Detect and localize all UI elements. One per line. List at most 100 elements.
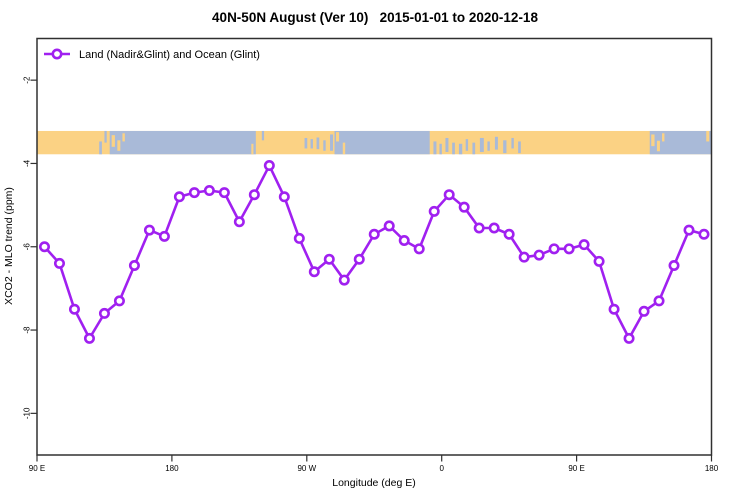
data-point bbox=[308, 266, 320, 278]
map-island bbox=[656, 140, 660, 152]
data-point bbox=[413, 243, 425, 255]
data-point bbox=[293, 232, 305, 244]
map-island bbox=[342, 142, 346, 155]
map-lake bbox=[494, 136, 498, 150]
legend: Land (Nadir&Glint) and Ocean (Glint) bbox=[44, 48, 260, 61]
data-point bbox=[578, 239, 590, 251]
data-point bbox=[653, 295, 665, 307]
data-point bbox=[473, 222, 485, 234]
y-tick-label: -8 bbox=[23, 326, 32, 334]
map-lake bbox=[452, 142, 455, 155]
map-lake bbox=[316, 137, 320, 150]
data-point bbox=[668, 259, 680, 271]
map-island bbox=[706, 130, 710, 142]
data-point bbox=[233, 216, 245, 228]
data-point bbox=[593, 255, 605, 267]
data-point bbox=[263, 160, 275, 172]
y-tick-label: -4 bbox=[23, 159, 32, 167]
map-island bbox=[122, 133, 125, 142]
map-lake bbox=[518, 141, 521, 154]
data-point bbox=[398, 235, 410, 247]
series-line bbox=[43, 164, 706, 340]
map-lake bbox=[503, 140, 507, 154]
map-lake bbox=[472, 142, 476, 155]
map-lake bbox=[323, 140, 326, 151]
map-island bbox=[662, 133, 665, 142]
legend-label: Land (Nadir&Glint) and Ocean (Glint) bbox=[79, 49, 260, 61]
y-axis-label: XCO2 - MLO trend (ppm) bbox=[3, 187, 15, 305]
data-point bbox=[38, 241, 50, 253]
data-point bbox=[383, 220, 395, 232]
map-ocean-segment bbox=[334, 130, 430, 155]
map-lake bbox=[458, 143, 463, 155]
data-point bbox=[428, 205, 440, 217]
x-tick-label: 90 W bbox=[297, 464, 316, 473]
data-point bbox=[683, 224, 695, 236]
data-point bbox=[323, 253, 335, 265]
map-island bbox=[336, 132, 340, 142]
axis-ticks: 90 E 180 90 W 0 90 E 180 -2 -4 -6 -8 -10 bbox=[23, 76, 719, 473]
x-axis-label: Longitude (deg E) bbox=[332, 477, 415, 489]
map-island bbox=[651, 134, 655, 147]
map-island bbox=[117, 140, 121, 151]
plot-frame bbox=[36, 37, 713, 456]
data-point bbox=[443, 189, 455, 201]
map-lake bbox=[479, 137, 484, 152]
data-point bbox=[68, 303, 80, 315]
map-ocean-segment bbox=[109, 130, 256, 155]
map-lake bbox=[439, 143, 442, 155]
data-point bbox=[608, 303, 620, 315]
data-point bbox=[53, 257, 65, 269]
data-point bbox=[113, 295, 125, 307]
map-ocean-segment bbox=[649, 130, 712, 155]
map-lake bbox=[511, 137, 514, 149]
data-point bbox=[98, 307, 110, 319]
map-lake bbox=[465, 139, 469, 151]
legend-circle-marker-icon bbox=[51, 48, 63, 60]
data-point bbox=[488, 222, 500, 234]
data-point bbox=[503, 228, 515, 240]
x-tick-label: 180 bbox=[165, 464, 179, 473]
data-point bbox=[638, 305, 650, 317]
data-point bbox=[278, 191, 290, 203]
data-point bbox=[353, 253, 365, 265]
data-point bbox=[698, 228, 710, 240]
data-point bbox=[623, 332, 635, 344]
world-map-band bbox=[37, 130, 712, 155]
map-lake bbox=[261, 130, 265, 141]
map-lake bbox=[104, 130, 107, 143]
chart-title: 40N-50N August (Ver 10) 2015-01-01 to 20… bbox=[212, 10, 538, 25]
x-tick-label: 90 E bbox=[568, 464, 584, 473]
data-point bbox=[143, 224, 155, 236]
data-point bbox=[338, 274, 350, 286]
x-tick-label: 180 bbox=[705, 464, 719, 473]
y-tick-label: -10 bbox=[23, 407, 32, 419]
data-point bbox=[248, 189, 260, 201]
data-point bbox=[218, 187, 230, 199]
y-tick-label: -6 bbox=[23, 243, 32, 251]
data-point bbox=[458, 201, 470, 213]
map-lake bbox=[330, 134, 334, 151]
data-point bbox=[518, 251, 530, 263]
data-point bbox=[83, 332, 95, 344]
data-point bbox=[173, 191, 185, 203]
map-lake bbox=[304, 137, 308, 149]
data-point bbox=[158, 230, 170, 242]
map-lake bbox=[487, 141, 490, 151]
x-tick-label: 0 bbox=[439, 464, 444, 473]
data-point bbox=[203, 185, 215, 197]
data-point bbox=[128, 259, 140, 271]
x-tick-label: 90 E bbox=[29, 464, 45, 473]
data-point bbox=[548, 243, 560, 255]
data-point bbox=[533, 249, 545, 261]
map-lake bbox=[433, 141, 437, 155]
data-point bbox=[368, 228, 380, 240]
data-point bbox=[563, 243, 575, 255]
map-lake bbox=[310, 139, 313, 149]
data-point bbox=[188, 187, 200, 199]
map-island bbox=[251, 143, 254, 155]
map-lake bbox=[99, 141, 102, 155]
map-island bbox=[111, 135, 115, 147]
